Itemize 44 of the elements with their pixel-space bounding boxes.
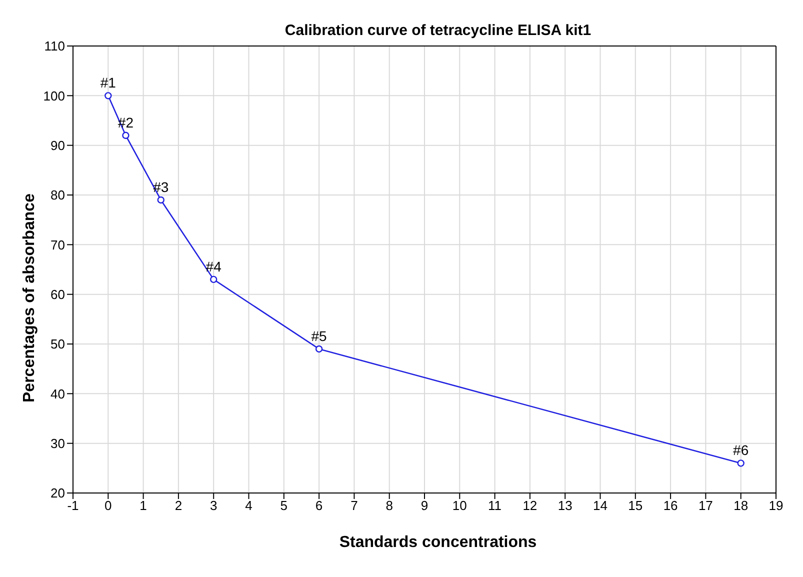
point: [737, 460, 744, 467]
x-tick-label: 10: [452, 498, 467, 514]
point: [315, 345, 323, 353]
x-tick-label: 9: [420, 498, 428, 514]
annotation: #1: [100, 74, 116, 91]
y-tick-label: 50: [50, 336, 65, 352]
x-tick-label: 19: [768, 498, 784, 514]
annotation: #5: [311, 328, 328, 344]
x-tick-label: 17: [698, 498, 713, 514]
x-tick-label: 2: [174, 498, 182, 514]
annotation: #4: [206, 258, 222, 274]
x-tick-label: 7: [350, 498, 358, 514]
y-tick-label: 70: [50, 237, 65, 252]
x-tick-label: 11: [488, 498, 502, 514]
x-tick-label: 12: [522, 498, 538, 514]
x-tick-label: 13: [558, 498, 572, 514]
y-tick-label: 30: [50, 436, 65, 451]
y-tick-label: 90: [50, 138, 65, 153]
y-tick-label: 110: [44, 38, 65, 54]
x-tick-label: 15: [628, 498, 643, 514]
x-tick-label: 14: [593, 498, 608, 514]
y-tick-label: 80: [50, 188, 65, 203]
x-tick-label: 3: [210, 498, 218, 514]
x-tick-label: 6: [315, 498, 323, 514]
x-tick-label: 1: [140, 498, 147, 514]
y-tick-label: 60: [50, 286, 65, 302]
x-tick-label: 16: [663, 498, 678, 514]
y-axis-title: Percentages of absorbance: [21, 194, 39, 402]
x-tick-label: 5: [280, 498, 288, 514]
point: [210, 276, 218, 284]
y-tick-label: 40: [50, 386, 65, 402]
x-tick-label: 4: [245, 498, 252, 514]
x-tick-label: 8: [386, 498, 393, 514]
y-tick-label: 20: [50, 486, 65, 501]
x-tick-label: -1: [67, 498, 79, 514]
chart-title: Calibration curve of tetracycline ELISA kit1: [284, 22, 592, 39]
x-axis-title: Standards concentrations: [338, 534, 538, 552]
point: [104, 92, 112, 100]
y-tick-label: 100: [43, 88, 65, 104]
point: [122, 132, 130, 139]
x-tick-label: 0: [104, 498, 112, 514]
x-tick-label: 18: [734, 498, 748, 514]
point: [157, 196, 164, 204]
annotation: #6: [733, 442, 749, 458]
